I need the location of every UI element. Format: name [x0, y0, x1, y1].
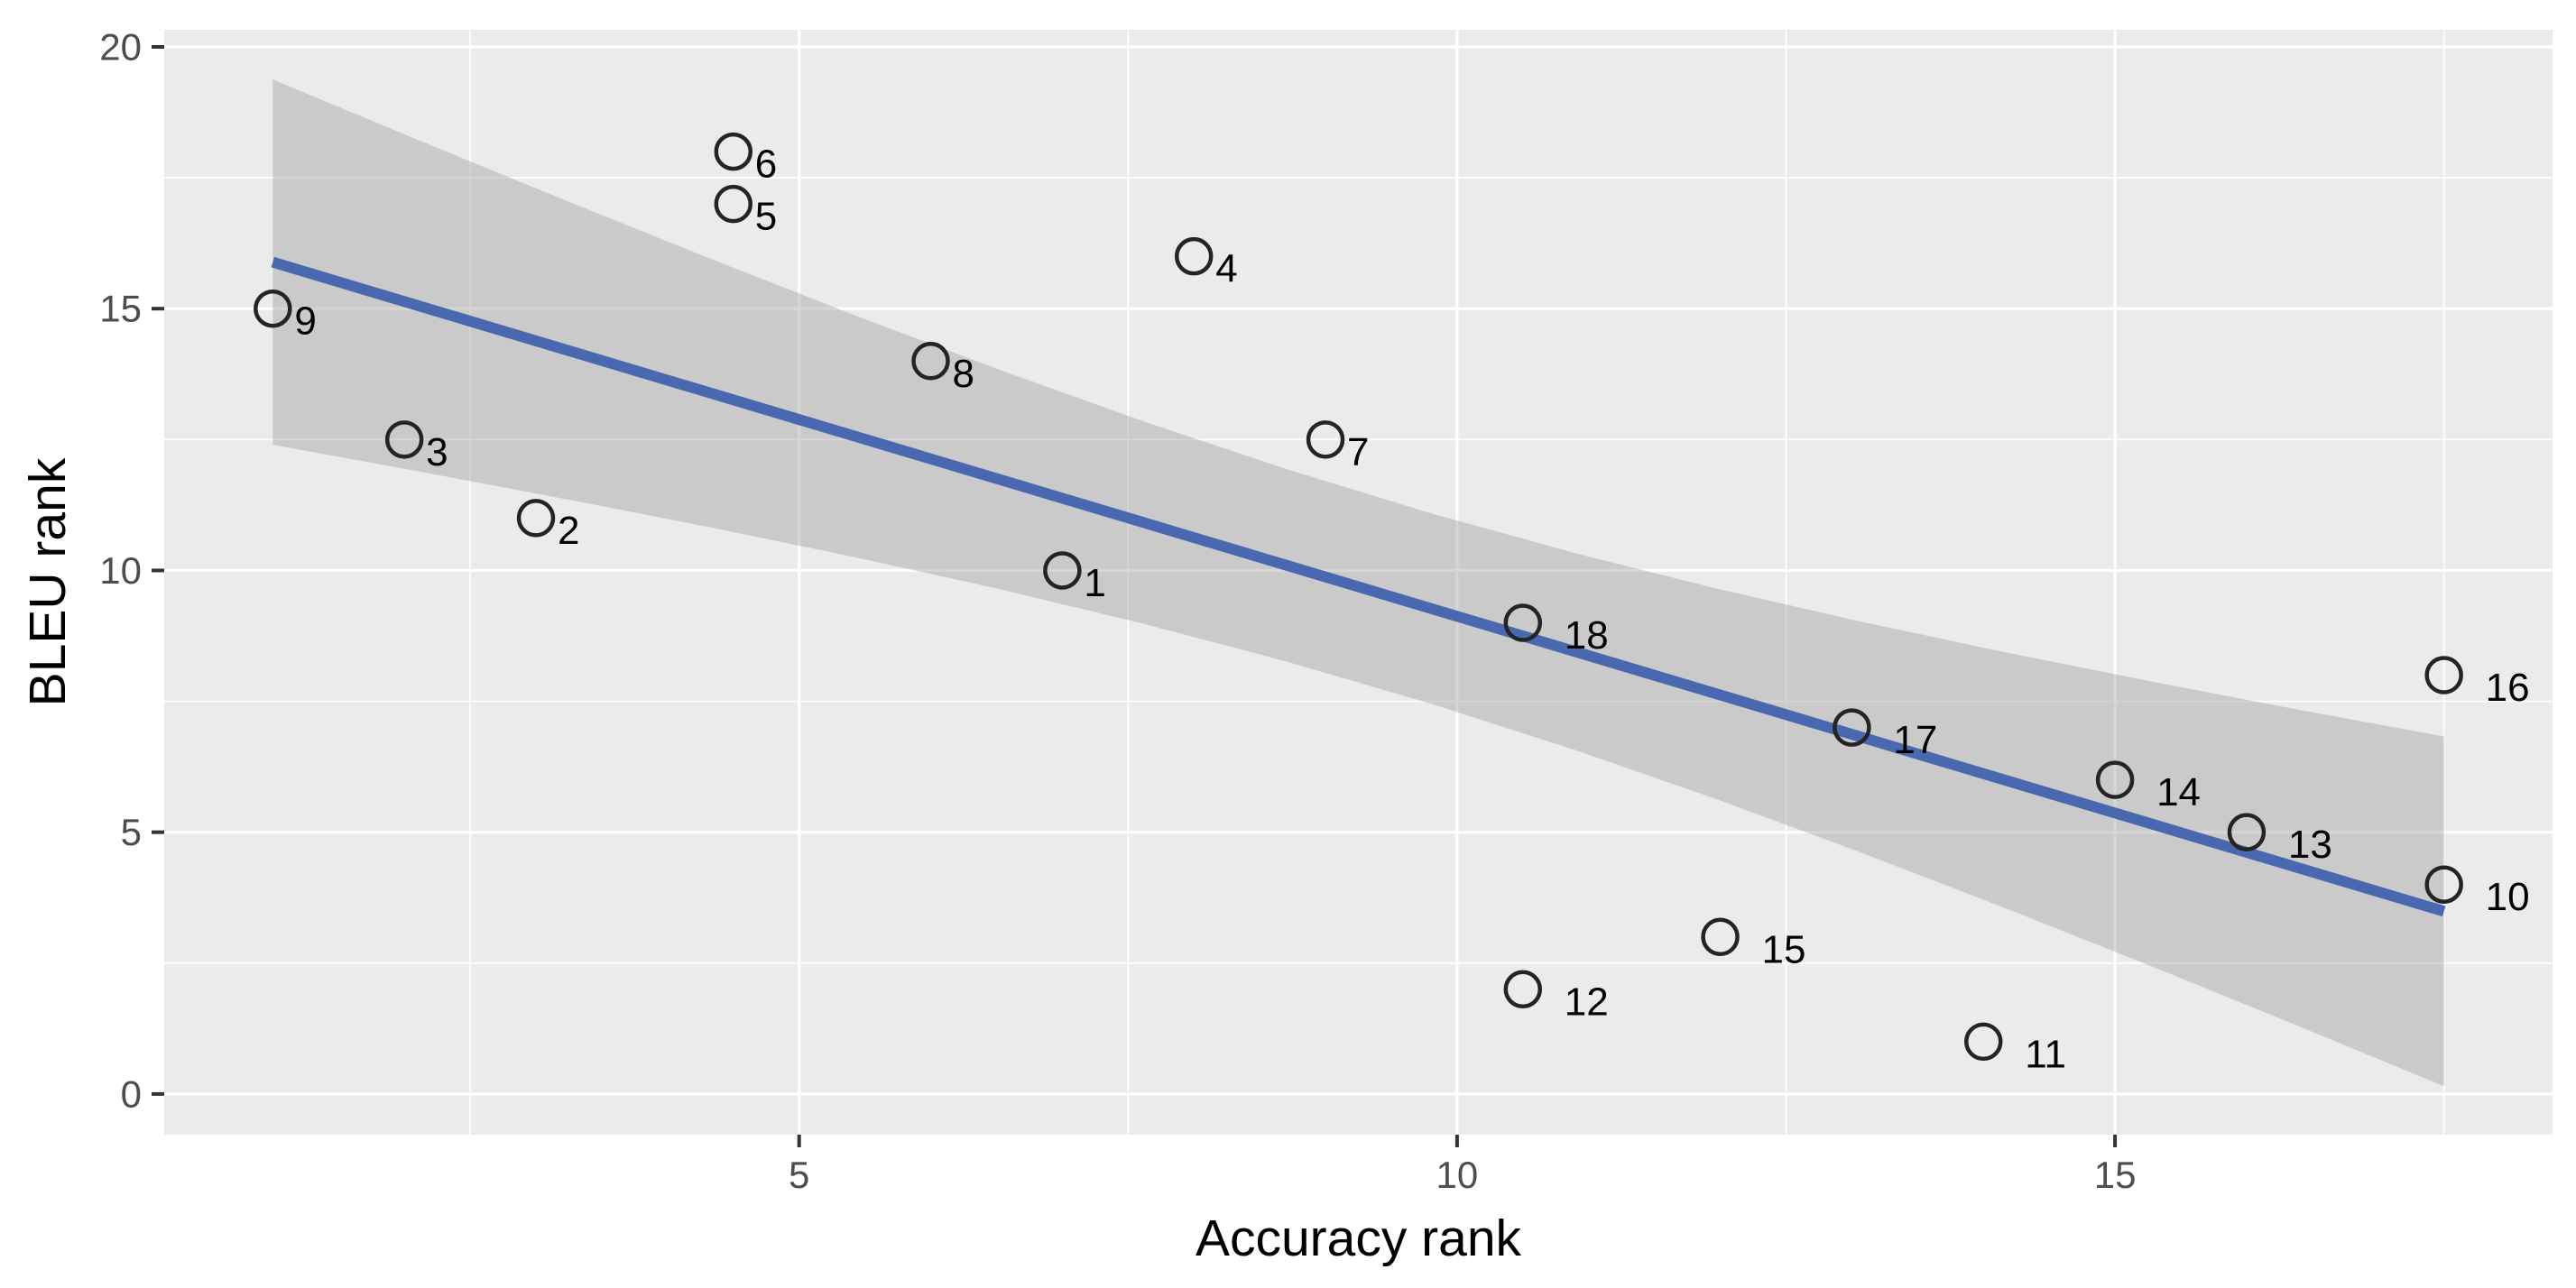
y-tick-label: 15 — [99, 288, 142, 330]
point-label: 13 — [2288, 823, 2332, 867]
major-gridlines — [164, 30, 2553, 1135]
point-label: 5 — [755, 195, 777, 239]
data-point — [714, 184, 753, 224]
point-label: 7 — [1347, 430, 1369, 474]
data-point — [1701, 917, 1740, 957]
data-point — [1503, 603, 1543, 642]
x-tick-label: 15 — [2094, 1154, 2137, 1196]
x-tick-label: 5 — [789, 1154, 809, 1196]
point-label: 2 — [558, 509, 579, 553]
data-point — [516, 499, 556, 538]
data-point — [911, 342, 950, 381]
point-label: 1 — [1084, 561, 1105, 605]
data-points — [254, 132, 2463, 1062]
data-point — [1503, 970, 1543, 1009]
point-label: 6 — [755, 143, 777, 187]
data-point — [1833, 708, 1871, 747]
regression-line — [271, 256, 2446, 917]
data-point — [1306, 420, 1345, 459]
data-point — [254, 289, 292, 328]
y-tick-label: 0 — [121, 1072, 142, 1115]
data-point — [714, 132, 753, 171]
axis-tick-marks — [152, 44, 2118, 1147]
data-point — [1174, 236, 1214, 276]
point-label: 14 — [2156, 770, 2201, 814]
y-tick-label: 10 — [99, 549, 142, 592]
data-point — [2227, 813, 2267, 851]
point-label: 15 — [1762, 927, 1806, 971]
y-tick-label: 20 — [99, 25, 142, 68]
point-label: 11 — [2025, 1032, 2066, 1076]
y-tick-label: 5 — [121, 811, 142, 853]
point-label: 3 — [426, 430, 448, 474]
point-label: 4 — [1215, 247, 1237, 291]
data-point — [384, 420, 424, 459]
point-label: 10 — [2486, 875, 2530, 919]
data-point — [2424, 865, 2463, 904]
x-tick-label: 10 — [1436, 1154, 1479, 1196]
data-point — [2424, 656, 2463, 695]
point-label: 12 — [1565, 980, 1609, 1024]
data-point — [1963, 1022, 2003, 1062]
point-label: 9 — [294, 299, 316, 344]
minor-gridlines — [164, 30, 2553, 1135]
point-label: 17 — [1893, 718, 1937, 762]
data-point — [2095, 760, 2135, 799]
point-label: 8 — [953, 352, 974, 396]
point-label: 16 — [2486, 666, 2530, 710]
y-axis-title: BLEU rank — [19, 457, 77, 706]
x-axis-title: Accuracy rank — [1196, 1210, 1522, 1267]
point-label: 18 — [1565, 613, 1609, 658]
data-point — [1043, 551, 1082, 590]
